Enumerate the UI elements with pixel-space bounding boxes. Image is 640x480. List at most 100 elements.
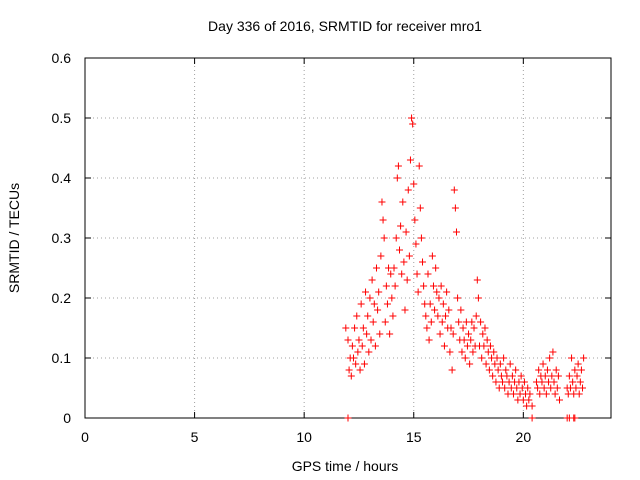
data-point bbox=[473, 276, 481, 284]
data-point bbox=[422, 312, 430, 320]
data-point bbox=[448, 366, 456, 374]
data-point bbox=[540, 384, 548, 392]
x-tick-label: 15 bbox=[406, 429, 422, 445]
data-point bbox=[508, 372, 516, 380]
data-point bbox=[424, 270, 432, 278]
data-point bbox=[538, 378, 546, 386]
y-tick-label: 0.4 bbox=[52, 170, 72, 186]
axis-ticks: 0 0.1 0.2 0.3 0.4 0.5 0.6 0 5 10 15 20 bbox=[52, 50, 611, 445]
data-point bbox=[552, 366, 560, 374]
plot-frame bbox=[84, 57, 612, 419]
data-point bbox=[443, 288, 451, 296]
data-point bbox=[579, 384, 587, 392]
data-point bbox=[356, 366, 364, 374]
data-point bbox=[381, 318, 389, 326]
chart-title: Day 336 of 2016, SRMTID for receiver mro… bbox=[208, 18, 482, 34]
data-point bbox=[349, 354, 357, 362]
data-point bbox=[576, 378, 584, 386]
y-tick-label: 0 bbox=[63, 410, 71, 426]
x-tick-label: 5 bbox=[191, 429, 199, 445]
data-point bbox=[351, 324, 359, 332]
data-point bbox=[454, 294, 462, 302]
data-point bbox=[572, 384, 580, 392]
data-point bbox=[501, 384, 509, 392]
data-point bbox=[470, 324, 478, 332]
data-point bbox=[347, 372, 355, 380]
data-point bbox=[509, 390, 517, 398]
data-point bbox=[426, 300, 434, 308]
data-point bbox=[541, 372, 549, 380]
data-point bbox=[387, 270, 395, 278]
data-point bbox=[380, 234, 388, 242]
data-point bbox=[362, 288, 370, 296]
data-point bbox=[357, 300, 365, 308]
data-point bbox=[372, 264, 380, 272]
data-point bbox=[571, 414, 579, 422]
data-point bbox=[517, 372, 525, 380]
data-point bbox=[420, 282, 428, 290]
data-point bbox=[535, 366, 543, 374]
data-point bbox=[547, 384, 555, 392]
data-point bbox=[370, 300, 378, 308]
data-point bbox=[550, 378, 558, 386]
data-point bbox=[459, 324, 467, 332]
y-tick-label: 0.2 bbox=[52, 290, 72, 306]
data-point bbox=[359, 324, 367, 332]
data-point bbox=[546, 354, 554, 362]
data-point bbox=[450, 186, 458, 194]
data-point bbox=[390, 264, 398, 272]
data-point bbox=[417, 234, 425, 242]
data-point bbox=[577, 366, 585, 374]
data-point bbox=[432, 264, 440, 272]
data-point bbox=[345, 366, 353, 374]
data-point bbox=[435, 294, 443, 302]
data-point bbox=[478, 354, 486, 362]
data-point bbox=[467, 336, 475, 344]
y-tick-label: 0.1 bbox=[52, 350, 72, 366]
data-point bbox=[433, 288, 441, 296]
data-point bbox=[429, 282, 437, 290]
data-point bbox=[499, 378, 507, 386]
data-point bbox=[460, 336, 468, 344]
data-point bbox=[506, 360, 514, 368]
data-point bbox=[410, 180, 418, 188]
data-point bbox=[348, 342, 356, 350]
data-points bbox=[342, 114, 588, 422]
x-tick-label: 0 bbox=[81, 429, 89, 445]
data-point bbox=[360, 360, 368, 368]
data-point bbox=[480, 342, 488, 350]
data-point bbox=[580, 354, 588, 362]
data-point bbox=[428, 252, 436, 260]
data-point bbox=[543, 366, 551, 374]
data-point bbox=[404, 186, 412, 194]
data-point bbox=[455, 318, 463, 326]
data-point bbox=[374, 306, 382, 314]
data-point bbox=[353, 312, 361, 320]
data-point bbox=[358, 342, 366, 350]
data-point bbox=[408, 114, 416, 122]
data-point bbox=[364, 312, 372, 320]
data-point bbox=[493, 354, 501, 362]
data-point bbox=[534, 384, 542, 392]
data-point bbox=[406, 156, 414, 164]
data-point bbox=[526, 390, 534, 398]
data-point bbox=[489, 372, 497, 380]
data-point bbox=[389, 312, 397, 320]
data-point bbox=[551, 390, 559, 398]
data-point bbox=[412, 240, 420, 248]
x-tick-label: 20 bbox=[516, 429, 532, 445]
data-point bbox=[574, 360, 582, 368]
data-point bbox=[386, 330, 394, 338]
data-point bbox=[434, 312, 442, 320]
data-point bbox=[449, 330, 457, 338]
x-tick-label: 10 bbox=[296, 429, 312, 445]
data-point bbox=[496, 360, 504, 368]
data-point bbox=[554, 372, 562, 380]
data-point bbox=[396, 246, 404, 254]
data-point bbox=[375, 288, 383, 296]
data-point bbox=[502, 366, 510, 374]
data-point bbox=[451, 204, 459, 212]
data-point bbox=[379, 216, 387, 224]
data-point bbox=[474, 294, 482, 302]
data-point bbox=[446, 348, 454, 356]
